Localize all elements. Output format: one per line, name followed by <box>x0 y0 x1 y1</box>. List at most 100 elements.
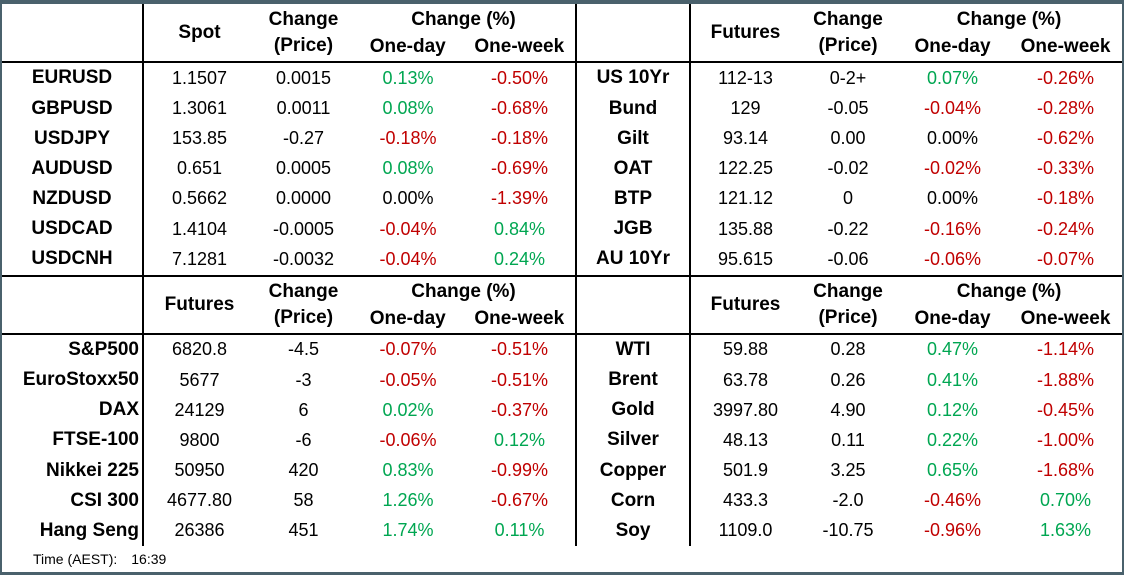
change-value: -0.22 <box>827 218 869 239</box>
price-value: 0.651 <box>176 158 223 179</box>
change-value: 0.0005 <box>275 158 332 179</box>
change-pct-header-fx: Change (%) One-day One-week <box>352 4 578 63</box>
table-row: DAX 24129 6 0.02% -0.37% Gold 3997.80 4.90 0.12%… <box>2 395 1122 426</box>
instrument-label: Bund <box>576 93 692 124</box>
change-value: -6 <box>295 429 312 450</box>
price-value: 3997.80 <box>712 399 779 420</box>
one-day-change: -0.06% <box>379 429 437 450</box>
instrument-label: EURUSD <box>2 62 144 94</box>
price-value: 135.88 <box>717 218 774 239</box>
change-pct-header-equities: Change (%) One-day One-week <box>352 275 578 335</box>
one-day-change: 0.65% <box>926 460 979 481</box>
one-week-change: -0.99% <box>464 455 578 486</box>
instrument-label: Gold <box>576 395 692 426</box>
one-day-change: 1.74% <box>382 520 434 541</box>
one-week-change: 0.11% <box>464 515 578 546</box>
table-row: EuroStoxx50 5677 -3 -0.05% -0.51% Brent 63.78 0… <box>2 365 1122 396</box>
price-value: 48.13 <box>722 429 769 450</box>
price-value: 121.12 <box>717 188 774 209</box>
table-row: Hang Seng 26386 451 1.74% 0.11% Soy 1109.0 -10.… <box>2 515 1122 546</box>
corner-cell-commodities <box>576 275 692 335</box>
table-row: GBPUSD 1.3061 0.0011 0.08% -0.68% Bund 129 -0.0… <box>2 93 1122 124</box>
change-value: 3.25 <box>830 460 866 481</box>
one-day-change: 0.00% <box>926 128 979 149</box>
price-value: 1.3061 <box>171 98 228 119</box>
change-value: -0.27 <box>282 128 325 149</box>
price-value: 6820.8 <box>171 339 228 360</box>
one-day-header: One-day <box>369 35 446 57</box>
change-value: 58 <box>293 490 314 511</box>
table-row: EURUSD 1.1507 0.0015 0.13% -0.50% US 10Yr 112-… <box>2 62 1122 94</box>
instrument-label: JGB <box>576 214 692 245</box>
footer-row: Time (AEST): 16:39 <box>2 546 1122 572</box>
one-week-change: -1.14% <box>1037 339 1095 360</box>
corner-cell-fx <box>2 4 144 63</box>
instrument-label: Copper <box>576 455 692 486</box>
change-value: 0-2+ <box>829 67 867 88</box>
one-day-change: 0.08% <box>382 98 434 119</box>
instrument-label: S&P500 <box>2 333 144 366</box>
one-week-change: -0.18% <box>464 123 578 154</box>
price-value: 153.85 <box>171 128 228 149</box>
table-row: Nikkei 225 50950 420 0.83% -0.99% Copper 501.9… <box>2 455 1122 486</box>
instrument-label: Hang Seng <box>2 515 144 546</box>
one-week-header: One-week <box>474 307 565 329</box>
price-value: 501.9 <box>722 460 769 481</box>
time-value: 16:39 <box>131 551 167 567</box>
one-day-change: -0.04% <box>379 218 437 239</box>
one-week-change: -0.45% <box>1037 399 1095 420</box>
one-day-change: -0.07% <box>379 339 437 360</box>
change-price-header-fx: Change (Price) <box>255 4 352 63</box>
futures-header-equities: Futures <box>143 275 255 335</box>
price-value: 4677.80 <box>166 490 233 511</box>
one-week-change: -0.33% <box>1037 158 1095 179</box>
one-week-change: -0.68% <box>464 93 578 124</box>
one-day-change: 0.41% <box>926 369 979 390</box>
instrument-label: USDCNH <box>2 244 144 277</box>
instrument-label: Silver <box>576 425 692 456</box>
one-day-change: -0.96% <box>923 520 982 541</box>
change-value: 451 <box>288 520 319 541</box>
one-day-change: 0.08% <box>382 158 434 179</box>
change-value: 0.00 <box>830 128 866 149</box>
instrument-label: GBPUSD <box>2 93 144 124</box>
one-week-change: 1.63% <box>1040 520 1092 541</box>
one-week-change: -0.51% <box>464 333 578 366</box>
table-row: FTSE-100 9800 -6 -0.06% 0.12% Silver 48.13 0.11… <box>2 425 1122 456</box>
change-price-header-equities: Change (Price) <box>255 275 352 335</box>
timestamp: Time (AEST): 16:39 <box>2 546 1122 572</box>
instrument-label: Corn <box>576 485 692 516</box>
price-value: 95.615 <box>690 244 801 277</box>
price-value: 63.78 <box>722 369 769 390</box>
change-price-header-line1: Change <box>813 8 883 30</box>
change-value: 6 <box>298 399 309 420</box>
one-week-change: -0.62% <box>1037 128 1095 149</box>
change-pct-header-bonds: Change (%) One-day One-week <box>896 4 1123 63</box>
table-row: NZDUSD 0.5662 0.0000 0.00% -1.39% BTP 121.12 0 0… <box>2 183 1122 214</box>
change-pct-header-commodities: Change (%) One-day One-week <box>896 275 1123 335</box>
time-label: Time (AEST): <box>33 551 118 567</box>
price-value: 24129 <box>174 399 225 420</box>
change-value: -0.02 <box>827 158 869 179</box>
change-value: 4.90 <box>830 399 866 420</box>
one-week-change: -0.69% <box>464 153 578 184</box>
one-day-change: -0.04% <box>923 98 982 119</box>
price-value: 0.5662 <box>171 188 228 209</box>
price-value: 5677 <box>179 369 220 390</box>
one-day-change: 0.13% <box>382 67 434 88</box>
futures-header-commodities: Futures <box>690 275 801 335</box>
header-row-top: Spot Change (Price) Change (%) One-day O… <box>2 4 1123 63</box>
one-day-change: -0.46% <box>923 490 982 511</box>
futures-header-bonds: Futures <box>690 4 801 63</box>
change-price-header-line1: Change <box>268 8 339 30</box>
instrument-label: EuroStoxx50 <box>2 365 144 396</box>
price-value: 122.25 <box>717 158 774 179</box>
change-value: -0.05 <box>827 98 869 119</box>
one-day-header: One-day <box>914 307 991 329</box>
one-week-header: One-week <box>474 35 565 57</box>
price-value: 433.3 <box>722 490 769 511</box>
change-value: 0.26 <box>830 369 866 390</box>
table-row: USDJPY 153.85 -0.27 -0.18% -0.18% Gilt 93.14 0.… <box>2 123 1122 154</box>
one-day-change: 0.07% <box>926 67 979 88</box>
price-value: 1109.0 <box>718 520 773 541</box>
